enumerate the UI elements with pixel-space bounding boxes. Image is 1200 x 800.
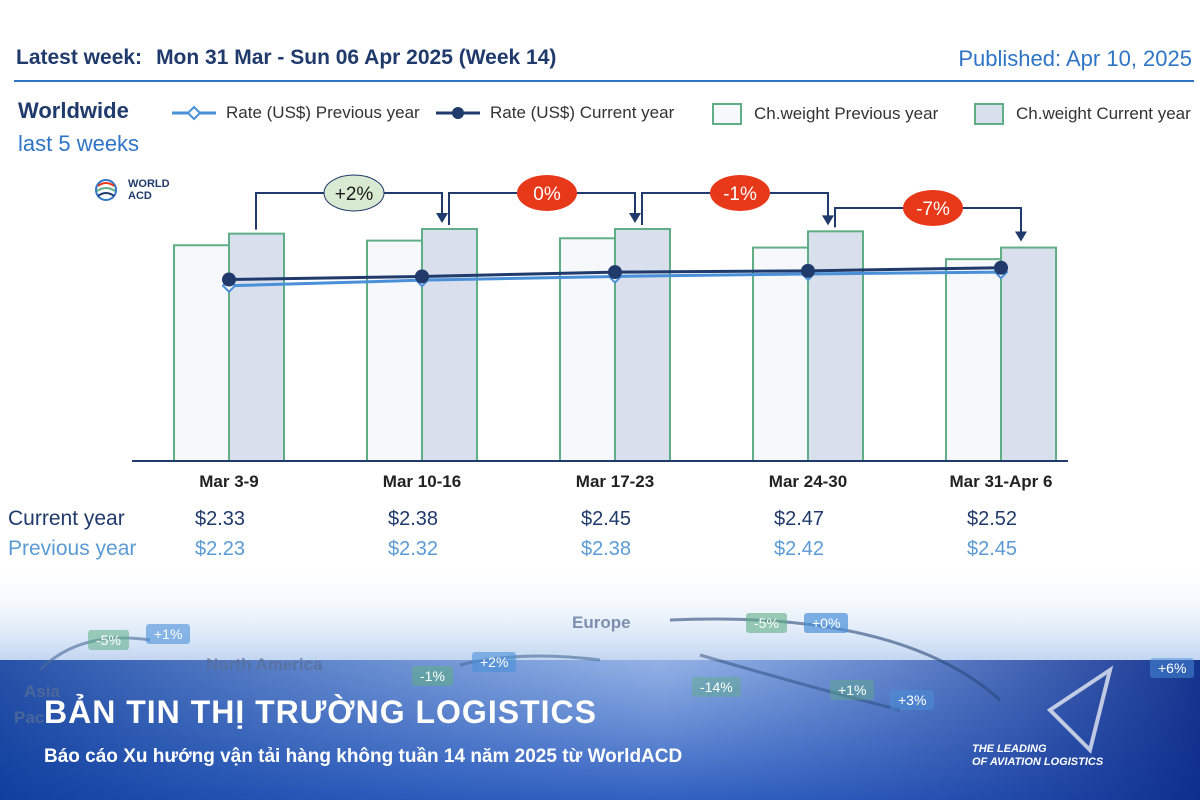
banner-title: BẢN TIN THỊ TRƯỜNG LOGISTICS: [44, 694, 597, 730]
banner-background: [0, 560, 1200, 800]
map-chip: -5%: [88, 630, 129, 650]
bar-weight-previous: [752, 246, 809, 462]
map-chip: -14%: [692, 677, 741, 697]
header-divider: [14, 80, 1194, 82]
bar-weight-current: [807, 230, 864, 462]
current-year-label: Current year: [8, 507, 125, 530]
map-label-asia: Asia: [24, 682, 60, 701]
legend-rate-previous: Rate (US$) Previous year: [172, 103, 420, 123]
change-arrowhead: [629, 213, 641, 223]
latest-week-label: Latest week:: [16, 46, 143, 69]
rate-current-value: $2.52: [967, 508, 1018, 530]
rate-previous-value: $2.45: [967, 538, 1018, 560]
banner-tagline: THE LEADING OF AVIATION LOGISTICS: [972, 743, 1103, 769]
map-label-europe: Europe: [572, 613, 631, 632]
rate-previous-value: $2.38: [581, 538, 632, 560]
x-tick-label: Mar 31-Apr 6: [950, 472, 1053, 491]
rate-current-value: $2.45: [581, 508, 632, 530]
legend-label: Ch.weight Current year: [1016, 104, 1191, 123]
rate-current-value: $2.33: [195, 508, 246, 530]
change-arrowhead: [436, 213, 448, 223]
change-badge-label: +2%: [335, 184, 374, 205]
point-rate-current: [994, 260, 1008, 275]
change-badge: [710, 175, 770, 211]
change-badge: [903, 190, 963, 226]
point-rate-current: [801, 263, 815, 278]
bar-weight-previous: [366, 239, 423, 462]
legend-weight-current: Ch.weight Current year: [974, 103, 1191, 125]
legend-rate-previous-icon: [172, 105, 216, 121]
map-chip: +1%: [146, 624, 191, 644]
rate-current-value: $2.47: [774, 508, 825, 530]
change-arrowhead: [1015, 231, 1027, 242]
point-rate-current: [608, 265, 622, 280]
legend-rate-current: Rate (US$) Current year: [436, 103, 674, 123]
bar-weight-current: [614, 228, 671, 462]
previous-year-label: Previous year: [8, 537, 137, 560]
logo-line1: WORLD: [128, 178, 170, 190]
map-chip: +2%: [472, 652, 517, 672]
region-title: Worldwide: [18, 98, 129, 123]
x-tick-label: Mar 17-23: [576, 472, 654, 491]
region-subtitle: last 5 weeks: [18, 131, 140, 156]
legend-rate-current-icon: [436, 107, 480, 119]
map-chip: +3%: [890, 690, 935, 710]
x-tick-label: Mar 10-16: [383, 472, 461, 491]
published-date: Published: Apr 10, 2025: [958, 46, 1192, 71]
bar-weight-current: [228, 232, 285, 462]
point-rate-current: [222, 272, 236, 287]
map-label-pac: Pac: [14, 708, 45, 727]
header: Latest week: Mon 31 Mar - Sun 06 Apr 2025…: [0, 0, 1200, 82]
legend-label: Rate (US$) Previous year: [226, 103, 420, 122]
x-tick-label: Mar 3-9: [199, 472, 259, 491]
change-arrowhead: [822, 215, 834, 226]
legend-weight-previous-icon: [712, 103, 742, 125]
change-badge: [323, 174, 385, 212]
legend-weight-current-icon: [974, 103, 1004, 125]
bar-weight-current: [421, 228, 478, 462]
logo-line2: ACD: [128, 190, 152, 202]
latest-week-value: Mon 31 Mar - Sun 06 Apr 2025 (Week 14): [156, 46, 557, 69]
tagline-line2: OF AVIATION LOGISTICS: [972, 756, 1104, 768]
bar-weight-previous: [945, 258, 1002, 462]
map-label-north-america: North America: [206, 655, 323, 674]
rate-current-value: $2.38: [388, 508, 439, 530]
legend-label: Ch.weight Previous year: [754, 104, 939, 123]
bar-weight-previous: [173, 244, 230, 462]
tagline-line1: THE LEADING: [972, 743, 1047, 755]
x-tick-label: Mar 24-30: [769, 472, 847, 491]
map-chip: +0%: [804, 613, 849, 633]
logo-text: WORLD ACD: [128, 178, 170, 202]
map-chip: +6%: [1150, 658, 1195, 678]
legend-label: Rate (US$) Current year: [490, 103, 675, 122]
rate-previous-value: $2.23: [195, 538, 246, 560]
legend-weight-previous: Ch.weight Previous year: [712, 103, 938, 125]
change-badge-label: 0%: [533, 184, 561, 205]
banner-subtitle: Báo cáo Xu hướng vận tải hàng không tuần…: [44, 746, 683, 767]
latest-week: Latest week: Mon 31 Mar - Sun 06 Apr 2025…: [16, 46, 556, 70]
change-badge: [517, 175, 577, 211]
map-chip: -1%: [412, 666, 453, 686]
map-chip: -5%: [746, 613, 787, 633]
map-chip: +1%: [830, 680, 875, 700]
change-badge-label: -1%: [723, 184, 757, 205]
point-rate-current: [415, 269, 429, 284]
change-badge-label: -7%: [916, 199, 950, 220]
rate-previous-value: $2.42: [774, 538, 825, 560]
worldacd-logo-icon: [95, 179, 117, 201]
rate-previous-value: $2.32: [388, 538, 439, 560]
bar-weight-current: [1000, 246, 1057, 462]
